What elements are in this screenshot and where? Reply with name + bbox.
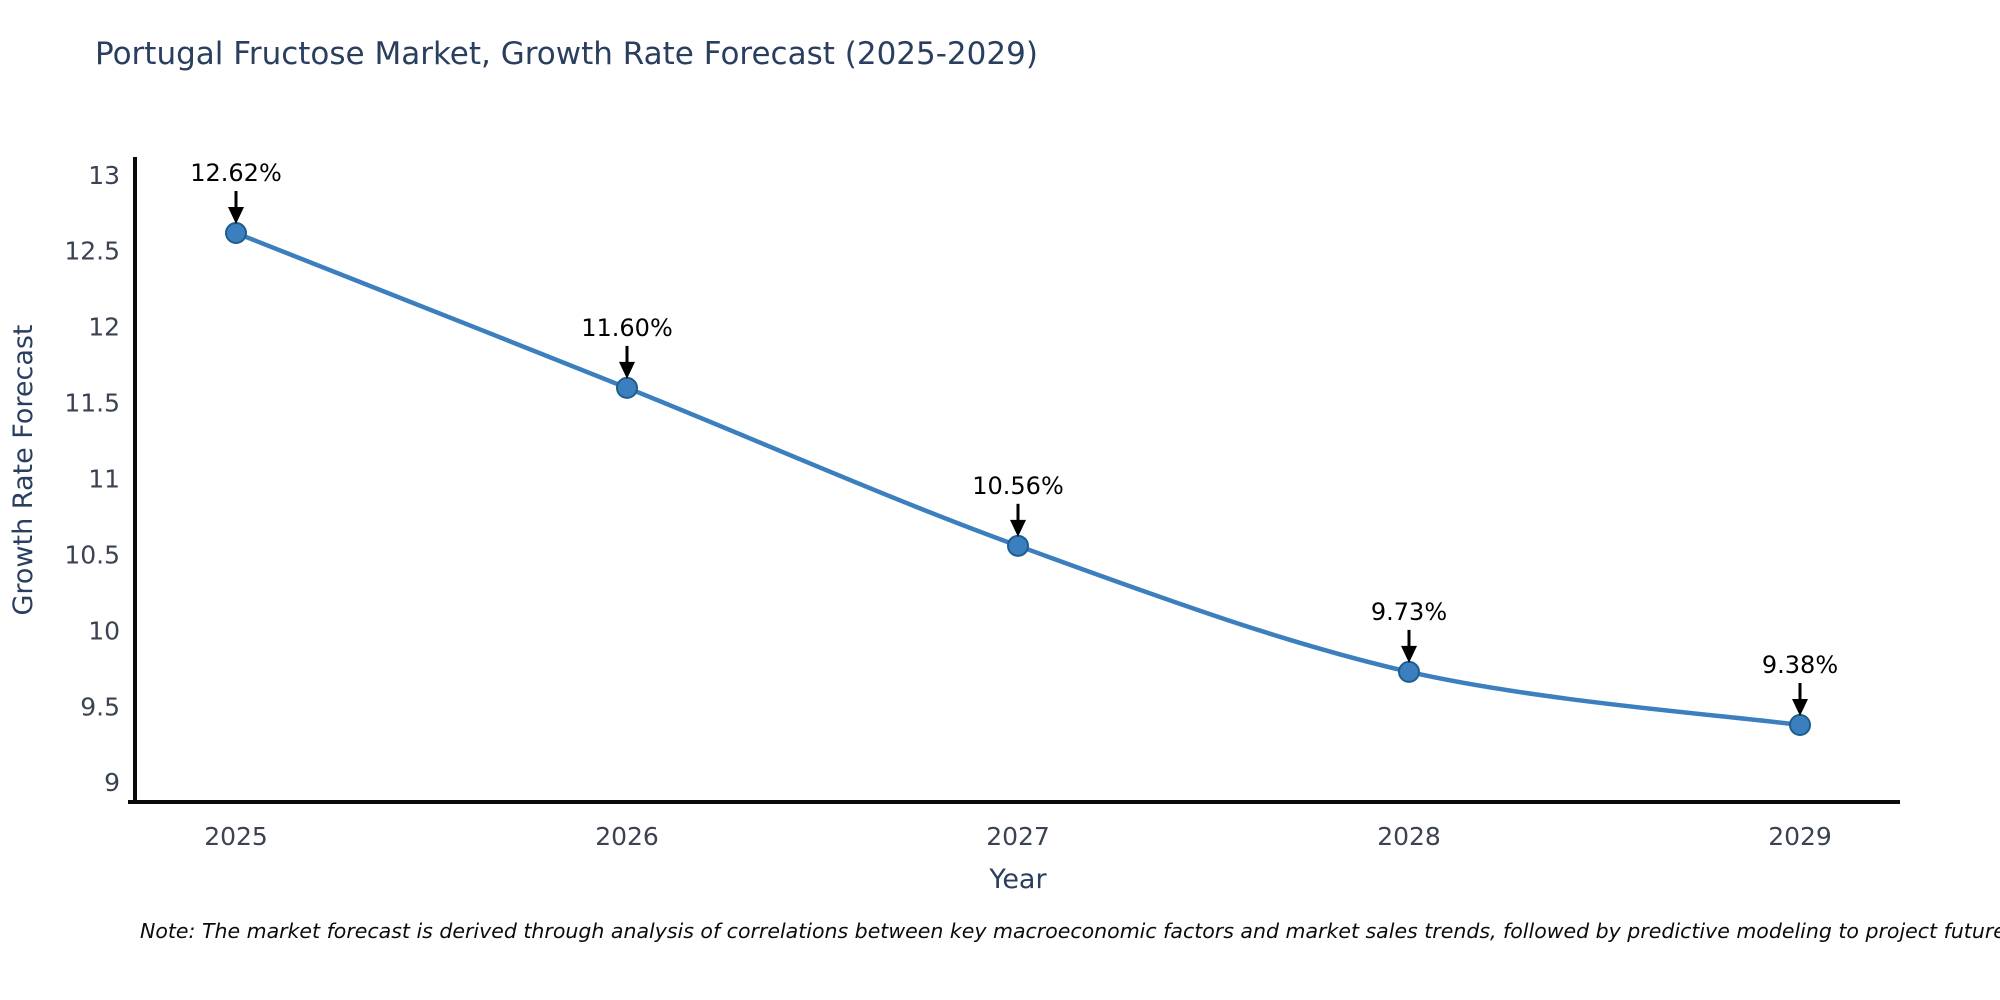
y-tick-label-10: 10: [88, 616, 120, 645]
point-label-2029: 9.38%: [1762, 651, 1838, 679]
x-tick-label-2026: 2026: [595, 822, 659, 851]
y-tick-label-10.5: 10.5: [64, 540, 120, 569]
y-tick-label-9: 9: [104, 768, 120, 797]
x-axis-title: Year: [988, 864, 1047, 895]
annotation-arrowhead: [1401, 645, 1417, 663]
x-tick-label-2029: 2029: [1768, 822, 1832, 851]
x-tick-label-2025: 2025: [204, 822, 268, 851]
data-point-2028: [1398, 660, 1420, 683]
point-label-2026: 11.60%: [581, 314, 673, 342]
y-tick-label-13: 13: [88, 161, 120, 190]
data-point-2027: [1007, 534, 1029, 557]
data-point-2029: [1789, 713, 1811, 736]
data-point-2025: [225, 222, 247, 245]
y-axis-title: Growth Rate Forecast: [8, 324, 39, 615]
data-point-2026: [616, 376, 638, 399]
point-label-2025: 12.62%: [190, 159, 282, 187]
annotation-arrowhead: [1010, 519, 1026, 537]
point-label-2028: 9.73%: [1371, 598, 1447, 626]
annotation-arrowhead: [619, 361, 635, 379]
annotation-arrowhead: [228, 207, 244, 225]
x-tick-label-2028: 2028: [1377, 822, 1441, 851]
x-tick-label-2027: 2027: [986, 822, 1050, 851]
y-tick-label-11.5: 11.5: [64, 389, 120, 418]
y-tick-label-12.5: 12.5: [64, 237, 120, 266]
y-tick-label-9.5: 9.5: [80, 692, 120, 721]
y-tick-label-12: 12: [88, 313, 120, 342]
chart-title: Portugal Fructose Market, Growth Rate Fo…: [95, 36, 1038, 72]
y-tick-label-11: 11: [88, 465, 120, 494]
point-label-2027: 10.56%: [972, 472, 1064, 500]
annotation-arrowhead: [1792, 698, 1808, 716]
footnote: Note: The market forecast is derived thr…: [140, 919, 2000, 943]
